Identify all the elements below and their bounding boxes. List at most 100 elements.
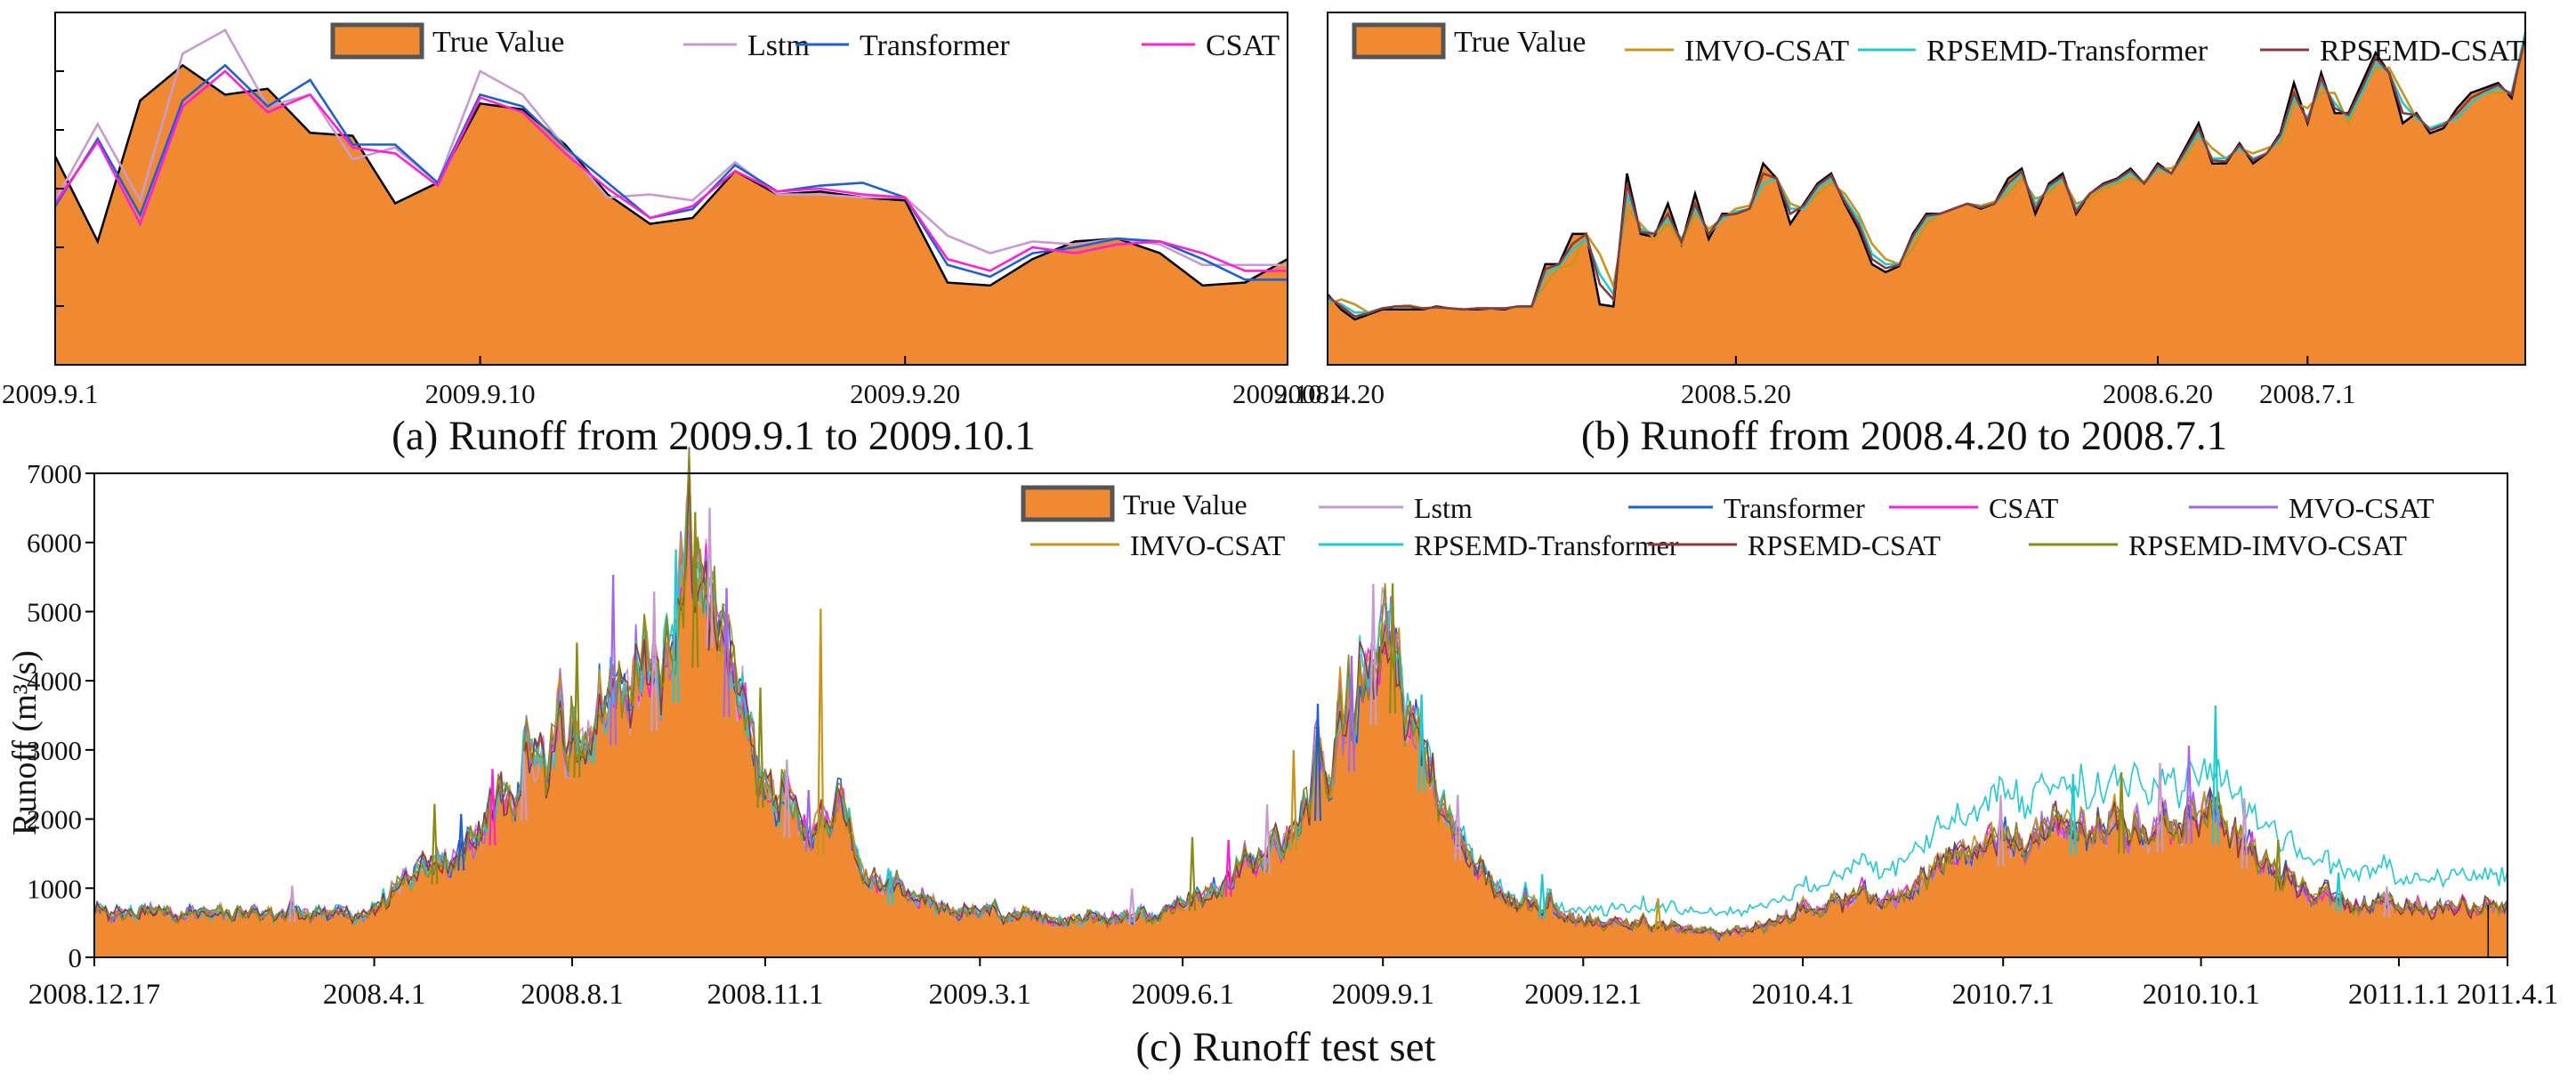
panel-c-peak-spike [889,870,895,906]
panel-c-x-tick-label: 2011.4.1 [2457,979,2558,1011]
panel-c-y-tick-label: 0 [69,942,83,973]
panel-c-peak-spike [2386,886,2391,918]
panel-a-x-tick-label: 2009.9.1 [2,378,99,409]
panel-c-peak-spike [1265,804,1272,875]
panel-c-peak-spike [786,759,791,838]
panel-c-peak-spike [576,642,581,778]
panel-b-legend-rpsemd-csat-label: RPSEMD-CSAT [2320,35,2525,68]
panel-b-x-tick-label: 2008.4.20 [1274,378,1385,409]
panel-a-legend-csat-label: CSAT [1206,29,1280,62]
panel-c-peak-spike [2338,872,2343,912]
panel-c-true-value-area [94,496,2507,957]
panel-c-peak-spike [2071,774,2077,856]
panel-c-legend-true-value-label: True Value [1123,488,1248,520]
panel-c-peak-spike [1227,839,1232,897]
panel-c: 0 1000 2000 3000 4000 5000 6000 7000 2008.12.17 2… [27,447,2558,1011]
y-axis-label-c: Runoff (m³/s) [6,650,44,835]
panel-a-x-tick-label: 2009.9.10 [425,378,536,409]
panel-c-peak-spike [1420,694,1425,792]
panel-a-series-transformer [53,63,1288,281]
panel-c-peak-spike [2243,798,2249,869]
panel-c-legend-lstm-label: Lstm [1414,492,1473,524]
caption-c: (c) Runoff test set [1135,1024,1435,1070]
panel-c-x-tick-label: 2011.1.1 [2348,979,2450,1011]
panel-c-x-tick-label: 2009.9.1 [1331,979,1434,1011]
panel-c-y-tick-label: 3000 [27,735,82,766]
panel-c-peak-spike [2277,839,2282,891]
panel-c-legend-csat-label: CSAT [1989,492,2059,524]
panel-c-x-tick-label: 2008.8.1 [521,979,624,1011]
panel-c-x-tick-label: 2009.3.1 [929,979,1032,1011]
panel-c-plot-frame [93,472,2508,958]
panel-c-x-tick-label: 2010.7.1 [1951,979,2055,1011]
panel-b-legend-true-value-swatch [1352,22,1446,60]
panel-c-peak-spike [1191,836,1197,911]
caption-b: (b) Runoff from 2008.4.20 to 2008.7.1 [1581,413,2227,459]
panel-c-legend-rpsemd-csat-label: RPSEMD-CSAT [1748,529,1941,561]
panel-c-peak-spike [1316,704,1322,821]
panel-c-legend-rpsemd-imvo-csat-label: RPSEMD-IMVO-CSAT [2128,529,2407,561]
panel-b-legend-true-value-label: True Value [1454,26,1586,59]
panel-c-peak-spike [1457,795,1462,861]
panel-a-legend-transformer-label: Transformer [860,29,1010,62]
panel-c-peak-spike [820,609,825,856]
panel-c-peak-spike [1292,750,1297,853]
panel-c-y-tick-label: 7000 [27,458,82,489]
panel-c-peak-spike [460,814,465,871]
panel-c-y-tick-label: 5000 [27,596,82,627]
panel-b-series-rpsemd-csat [1327,36,2527,319]
panel-c-x-tick-label: 2010.10.1 [2143,979,2260,1011]
panel-c-peak-spike [1350,656,1356,772]
panel-c-peak-spike [2214,706,2219,845]
panel-c-legend-mvo-csat-label: MVO-CSAT [2289,492,2435,524]
panel-c-x-tick-label: 2009.12.1 [1524,979,1642,1011]
panel-c-peak-spike [1391,583,1397,714]
panel-c-y-tick-label: 1000 [27,873,82,904]
panel-a-x-tick-label: 2009.10.1 [1232,378,1343,409]
panel-c-legend-true-value-swatch [1021,485,1115,522]
panel-b: 2008.4.20 2008.5.20 2008.6.20 2008.7.1 True … [1274,12,2527,409]
panel-a-true-value-outline [53,63,1288,287]
panel-c-y-tick-label: 6000 [27,528,82,559]
panel-b-x-tick-label: 2008.7.1 [2259,378,2356,409]
panel-c-peak-spike [725,587,731,718]
panel-c-y-tick-label: 4000 [27,666,82,697]
panel-c-peak-spike [291,885,296,923]
panel-c-legend-rpsemd-transformer-label: RPSEMD-Transformer [1414,529,1679,561]
panel-c-y-tick-label: 2000 [27,804,82,835]
panel-a-legend-true-value-label: True Value [432,26,564,59]
panel-c-peak-spike [1541,874,1546,919]
panel-c-x-tick-label: 2008.12.17 [28,979,161,1011]
panel-c-peak-spike [674,549,680,704]
panel-a: 2009.9.1 2009.9.10 2009.9.20 2009.10.1 True … [2,12,1343,409]
panel-a-true-value-area [55,65,1288,366]
panel-c-peak-spike [1999,795,2005,867]
panel-c-peak-spike [694,512,699,668]
panel-c-peak-spike [1131,888,1136,925]
panel-b-true-value-area [1328,32,2525,365]
panel-c-peak-spike [2187,746,2193,843]
panel-c-x-tick-label: 2010.4.1 [1751,979,1854,1011]
panel-b-legend-imvo-csat-label: IMVO-CSAT [1684,35,1849,68]
panel-c-peak-spike [653,591,658,731]
panel-c-x-tick-label: 2009.6.1 [1131,979,1234,1011]
panel-c-x-tick-label: 2008.4.1 [323,979,426,1011]
panel-c-series-rpsemd-imvo-csat [93,449,2508,939]
panel-c-peak-spike [433,803,439,884]
panel-c-legend-imvo-csat-label: IMVO-CSAT [1130,529,1286,561]
panel-c-peak-spike [522,751,528,820]
caption-a: (a) Runoff from 2009.9.1 to 2009.10.1 [392,413,1036,459]
panel-a-series-csat [53,69,1288,272]
panel-c-peak-spike [708,507,714,648]
panel-b-x-tick-label: 2008.5.20 [1681,378,1791,409]
panel-a-series-lstm [53,28,1288,267]
panel-b-x-tick-label: 2008.6.20 [2103,378,2213,409]
panel-c-peak-spike [759,687,764,809]
panel-c-peak-spike [807,789,812,851]
panel-c-peak-spike [2120,772,2126,854]
panel-c-x-tick-label: 2008.11.1 [707,979,824,1011]
panel-c-peak-spike [2159,762,2164,852]
panel-c-peak-spike [1372,584,1377,725]
panel-c-peak-spike [611,574,618,746]
